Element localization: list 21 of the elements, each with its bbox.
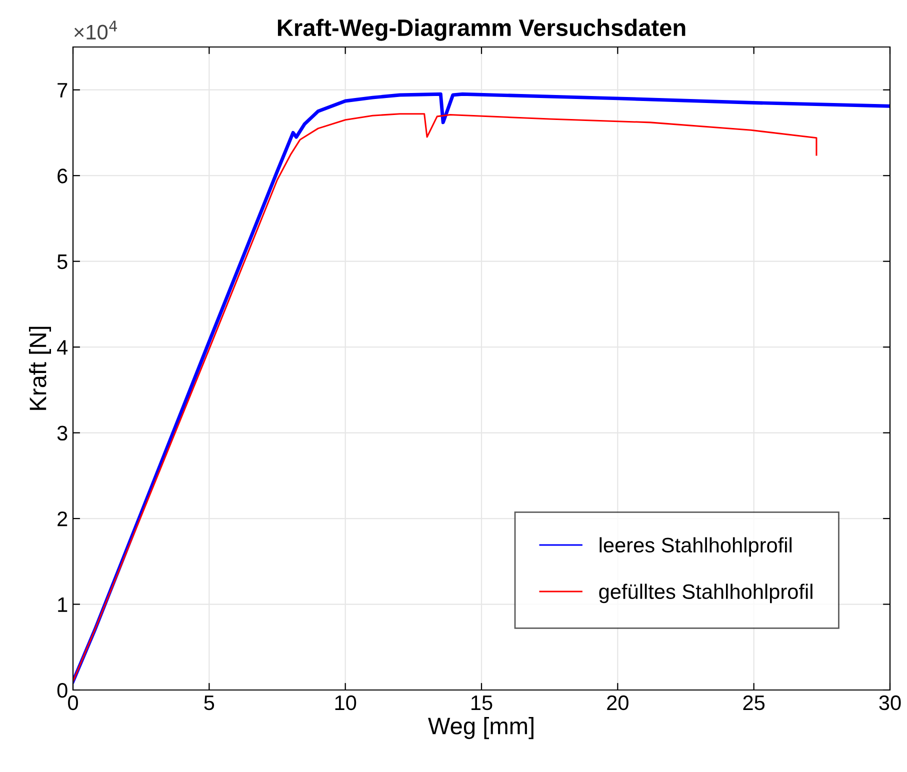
y-tick-label: 5 bbox=[57, 254, 68, 270]
y-tick-label: 3 bbox=[57, 426, 68, 441]
legend-label: leeres Stahlhohlprofil bbox=[600, 537, 792, 557]
x-tick-label: 20 bbox=[607, 695, 628, 710]
x-tick-label: 10 bbox=[335, 695, 356, 710]
x-tick-label: 0 bbox=[68, 695, 78, 710]
legend-label: gefülltes Stahlhohlprofil bbox=[599, 584, 812, 604]
x-tick-label: 30 bbox=[879, 695, 901, 710]
x-tick-label: 5 bbox=[204, 696, 214, 710]
y-tick-label: 4 bbox=[57, 340, 68, 355]
chart-title: Kraft-Weg-Diagramm Versuchsdaten bbox=[278, 18, 686, 41]
x-axis-title: Weg [mm] bbox=[428, 717, 534, 740]
y-tick-label: 7 bbox=[58, 83, 68, 98]
x-tick-label: 25 bbox=[743, 695, 765, 710]
y-tick-label: 2 bbox=[58, 512, 68, 526]
y-axis-title: Kraft [N] bbox=[28, 326, 51, 410]
y-tick-label: 1 bbox=[58, 597, 68, 612]
x-tick-label: 15 bbox=[472, 696, 492, 710]
y-tick-label: 6 bbox=[58, 168, 68, 184]
text: ×10$^{4}$ bbox=[74, 20, 117, 40]
y-tick-label: 0 bbox=[57, 683, 68, 698]
